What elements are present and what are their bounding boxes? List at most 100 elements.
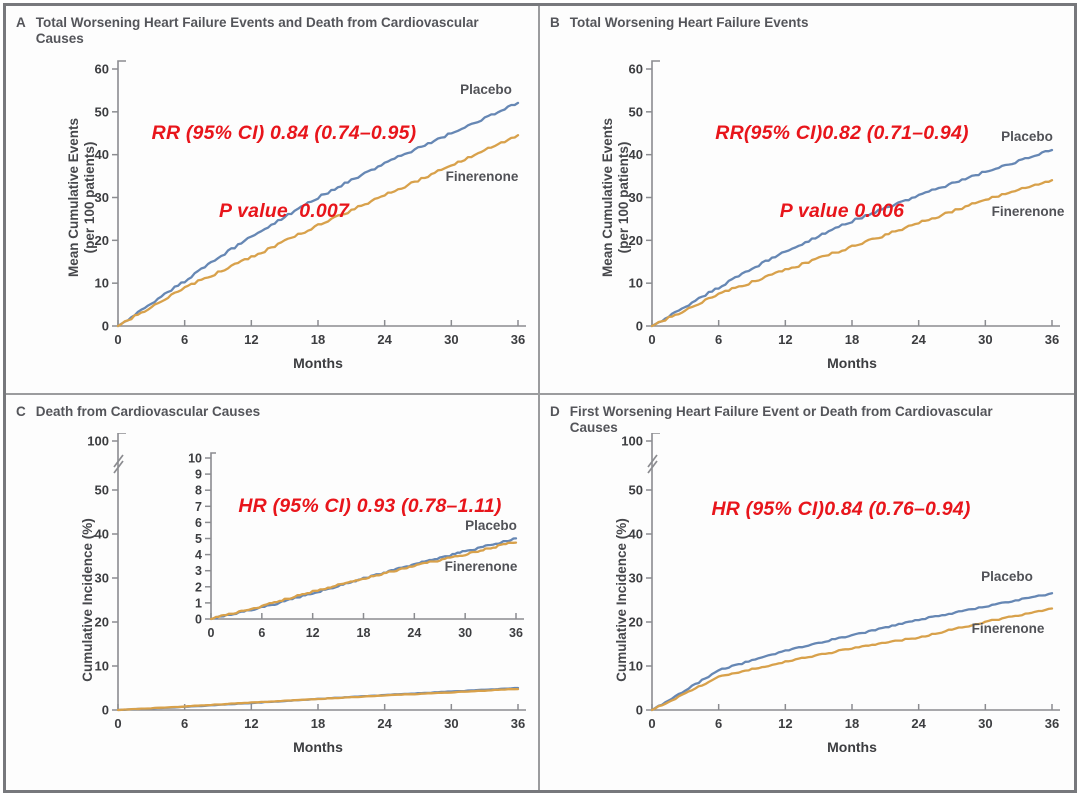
y-tick-label: 50	[629, 483, 643, 498]
series-placebo-line	[650, 592, 1054, 712]
x-tick-label: 30	[444, 332, 458, 347]
chart-group-D: 0 10 20 30 40 50 100 0 6 12 18 24 30 36 Months Cumulati…	[614, 433, 1060, 755]
y-tick-label: 20	[95, 233, 109, 248]
x-tick-label: 30	[458, 626, 472, 640]
y-tick-label: 4	[195, 548, 202, 562]
y-tick-label: 30	[95, 190, 109, 205]
panel-a-title-text: Total Worsening Heart Failure Events and…	[35, 15, 479, 46]
series-finerenone-line	[116, 687, 520, 712]
series-placebo-line	[116, 101, 520, 328]
y-tick-label: 30	[629, 190, 643, 205]
y-tick-label: 30	[629, 571, 643, 586]
y-axis	[117, 433, 126, 711]
y-tick-label: 60	[629, 62, 643, 77]
y-axis	[210, 452, 216, 620]
y-axis-break	[113, 454, 124, 474]
y-axis-break	[647, 454, 658, 474]
y-axis-title: Mean Cumulative Events	[66, 118, 81, 277]
four-panel-outcome-figure: A Total Worsening Heart Failure Events a…	[3, 3, 1077, 793]
y-tick-label: 60	[95, 62, 109, 77]
chart-b: 0 10 20 30 40 50 60 0 6 12 18 24 30 36 Months Mean Cumu…	[540, 44, 1074, 393]
x-tick-label: 0	[114, 332, 121, 347]
y-axis-title: (per 100 patients)	[82, 142, 97, 254]
y-tick-label: 0	[102, 319, 109, 334]
chart-a: 0 10 20 30 40 50 60 0 6 12 18 24 30 36 Months Mean Cumu…	[6, 44, 538, 393]
y-axis-title: Cumulative Incidence (%)	[614, 518, 629, 682]
y-tick-label: 40	[95, 527, 109, 542]
x-tick-label: 24	[911, 332, 926, 347]
series-finerenone-line	[209, 541, 518, 621]
panel-c: C Death from Cardiovascular Causes HR (9…	[6, 395, 540, 790]
x-tick-label: 12	[306, 626, 320, 640]
y-tick-label: 40	[629, 147, 643, 162]
y-tick-label: 2	[195, 580, 202, 594]
y-tick-label: 8	[195, 484, 202, 498]
x-tick-label: 36	[511, 332, 525, 347]
series-finerenone-line	[650, 179, 1054, 328]
y-tick-label: 9	[195, 468, 202, 482]
panel-b-title-text: Total Worsening Heart Failure Events	[569, 15, 809, 30]
series-placebo-label: Placebo	[460, 82, 512, 97]
x-tick-label: 0	[648, 716, 655, 731]
series-finerenone-line	[650, 607, 1054, 712]
x-tick-label: 24	[377, 332, 392, 347]
y-axis	[651, 60, 660, 327]
y-tick-label: 50	[95, 483, 109, 498]
x-tick-label: 6	[715, 716, 722, 731]
x-tick-label: 12	[778, 332, 792, 347]
x-tick-label: 36	[1045, 716, 1059, 731]
x-tick-label: 0	[114, 716, 121, 731]
y-tick-label: 3	[195, 564, 202, 578]
y-axis-title: Cumulative Incidence (%)	[80, 518, 95, 682]
y-tick-label: 20	[95, 615, 109, 630]
y-tick-label: 5	[195, 532, 202, 546]
y-tick-label: 10	[188, 452, 202, 466]
panel-c-title: C Death from Cardiovascular Causes	[6, 395, 538, 420]
y-tick-label: 40	[95, 147, 109, 162]
panel-c-title-text: Death from Cardiovascular Causes	[35, 404, 261, 419]
y-tick-label: 100	[87, 434, 109, 449]
y-tick-label: 50	[629, 104, 643, 119]
x-tick-label: 0	[208, 626, 215, 640]
y-tick-label: 30	[95, 571, 109, 586]
x-tick-label: 12	[244, 332, 258, 347]
x-tick-label: 18	[845, 716, 859, 731]
x-tick-label: 6	[715, 332, 722, 347]
x-tick-label: 18	[311, 716, 325, 731]
series-placebo-line	[650, 148, 1054, 328]
x-axis-title: Months	[827, 739, 877, 755]
y-tick-label: 7	[195, 500, 202, 514]
x-tick-label: 30	[978, 716, 992, 731]
panel-d-title-text: First Worsening Heart Failure Event or D…	[569, 404, 993, 435]
panel-b-letter: B	[550, 15, 560, 30]
x-tick-label: 36	[1045, 332, 1059, 347]
panel-c-letter: C	[16, 404, 26, 419]
x-tick-label: 18	[357, 626, 371, 640]
y-tick-label: 20	[629, 233, 643, 248]
x-tick-label: 24	[407, 626, 421, 640]
y-tick-label: 20	[629, 615, 643, 630]
series-finerenone-line	[116, 134, 520, 328]
panel-b: B Total Worsening Heart Failure Events R…	[540, 6, 1074, 395]
x-tick-label: 12	[778, 716, 792, 731]
y-tick-label: 50	[95, 104, 109, 119]
y-tick-label: 0	[636, 319, 643, 334]
panel-a-letter: A	[16, 15, 26, 30]
chart-d: 0 10 20 30 40 50 100 0 6 12 18 24 30 36 Months Cumulati…	[540, 433, 1074, 789]
panel-d-title: D First Worsening Heart Failure Event or…	[540, 395, 1074, 436]
chart-svg: 0 10 20 30 40 50 60 0 6 12 18 24 30 36 Months Mean Cumu…	[600, 60, 1065, 371]
y-tick-label: 100	[621, 434, 643, 449]
chart-svg: 0 10 20 30 40 50 60 0 6 12 18 24 30 36 Months Mean Cumu…	[66, 60, 526, 371]
series-finerenone-label: Finerenone	[992, 204, 1065, 219]
y-axis-title: (per 100 patients)	[616, 142, 631, 254]
x-tick-label: 36	[509, 626, 523, 640]
x-axis-title: Months	[293, 355, 343, 371]
y-axis-title: Mean Cumulative Events	[600, 118, 615, 277]
y-tick-label: 0	[636, 703, 643, 718]
panel-a: A Total Worsening Heart Failure Events a…	[6, 6, 540, 395]
y-axis	[651, 433, 660, 711]
series-finerenone-label: Finerenone	[445, 559, 518, 574]
